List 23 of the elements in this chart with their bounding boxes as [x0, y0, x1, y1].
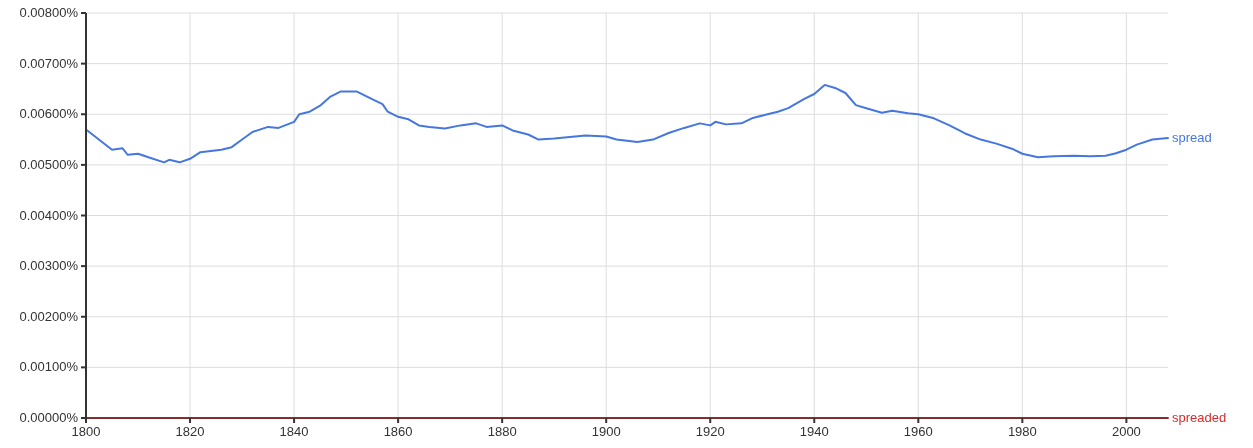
x-tick-label: 1940 [799, 424, 829, 439]
y-tick-label: 0.00400% [19, 207, 79, 223]
x-tick-label: 1800 [71, 424, 101, 439]
y-tick-label: 0.00000% [19, 410, 79, 425]
y-tick-label: 0.00700% [19, 55, 79, 71]
x-tick-label: 1820 [175, 424, 205, 439]
y-tick-label: 0.00300% [19, 258, 79, 274]
x-tick-label: 1880 [487, 424, 517, 439]
x-tick-label: 1860 [383, 424, 413, 439]
y-tick-label: 0.00800% [19, 5, 79, 20]
x-tick-label: 1980 [1007, 424, 1037, 439]
y-tick-label: 0.00100% [19, 359, 79, 375]
x-tick-label: 1840 [279, 424, 309, 439]
x-tick-label: 2000 [1111, 424, 1141, 439]
x-tick-label: 1960 [903, 424, 933, 439]
y-tick-label: 0.00600% [19, 106, 79, 122]
y-tick-label: 0.00200% [19, 308, 79, 324]
y-tick-label: 0.00500% [19, 156, 79, 172]
x-tick-label: 1920 [695, 424, 725, 439]
series-label: spreaded [1172, 410, 1227, 425]
line-series [85, 83, 1169, 164]
x-tick-label: 1900 [591, 424, 621, 439]
series-label: spread [1172, 130, 1212, 146]
